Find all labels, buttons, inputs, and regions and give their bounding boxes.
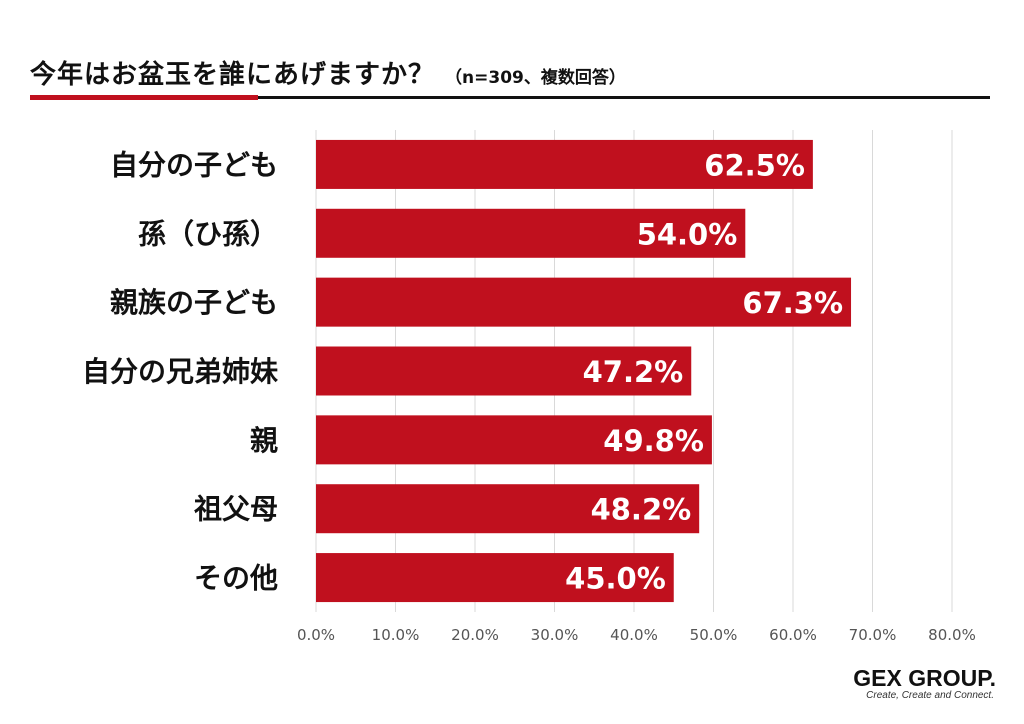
bar <box>316 553 674 603</box>
data-label: 48.2% <box>591 493 692 527</box>
logo-tagline: Create, Create and Connect. <box>866 690 994 701</box>
data-label: 62.5% <box>704 148 805 182</box>
x-tick-label: 10.0% <box>372 626 420 644</box>
bar <box>316 139 813 189</box>
x-tick-label: 60.0% <box>769 626 817 644</box>
x-tick-label: 50.0% <box>690 626 738 644</box>
title-underline-accent <box>30 95 258 100</box>
x-tick-label: 70.0% <box>849 626 897 644</box>
chart-title-text: 今年はお盆玉を誰にあげますか？ <box>30 60 436 90</box>
bar <box>316 346 692 396</box>
title-underline <box>30 96 990 99</box>
logo-name: GEX GROUP. <box>853 665 996 691</box>
title-area: 今年はお盆玉を誰にあげますか？ （n=309、複数回答） <box>30 48 990 100</box>
x-tick-label: 30.0% <box>531 626 579 644</box>
category-label: 自分の子ども <box>110 148 278 181</box>
data-label: 45.0% <box>565 562 666 596</box>
x-tick-label: 80.0% <box>928 626 976 644</box>
category-label: 自分の兄弟姉妹 <box>82 355 278 388</box>
chart-subtitle: （n=309、複数回答） <box>445 68 626 88</box>
data-label: 47.2% <box>583 355 684 389</box>
data-label: 54.0% <box>637 217 738 251</box>
bar <box>316 277 852 327</box>
data-label: 67.3% <box>742 286 843 320</box>
bar <box>316 484 700 534</box>
x-tick-label: 20.0% <box>451 626 499 644</box>
x-tick-label: 40.0% <box>610 626 658 644</box>
bar <box>316 208 746 258</box>
chart-title: 今年はお盆玉を誰にあげますか？ （n=309、複数回答） <box>30 54 626 91</box>
category-label: 祖父母 <box>194 493 278 526</box>
data-label: 49.8% <box>603 424 704 458</box>
category-label: 親 <box>250 424 278 457</box>
gex-group-logo: GEX GROUP. Create, Create and Connect. <box>853 666 996 702</box>
category-label: 親族の子ども <box>110 286 278 319</box>
category-label: 孫（ひ孫） <box>138 217 278 250</box>
category-label: その他 <box>194 562 278 595</box>
x-tick-label: 0.0% <box>297 626 335 644</box>
bar <box>316 415 712 465</box>
